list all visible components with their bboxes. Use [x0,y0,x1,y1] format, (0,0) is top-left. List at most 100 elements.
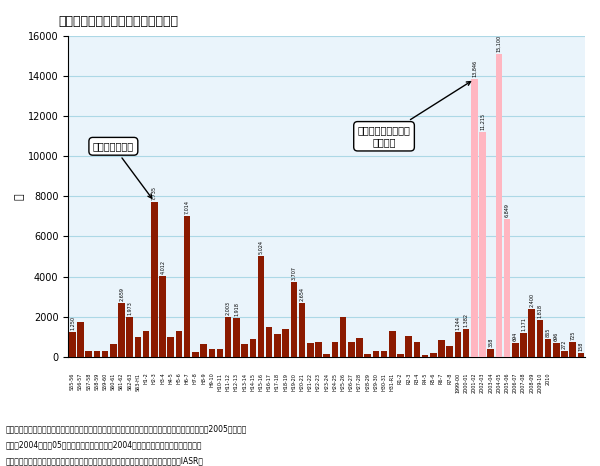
Text: H31-R1: H31-R1 [390,373,395,391]
Text: S55-56: S55-56 [70,373,75,390]
Text: 2003-04: 2003-04 [488,373,493,393]
Text: S61-62: S61-62 [119,373,124,390]
Bar [233,318,239,356]
Text: 2,400: 2,400 [529,293,534,307]
Bar [413,342,420,356]
Text: H17-18: H17-18 [275,373,280,391]
Text: R6-7: R6-7 [439,373,444,384]
Text: （注）死因別死亡者数は暦年、超過死亡はシーズン年度と時期がずれている（超過死亡については2005年には、: （注）死因別死亡者数は暦年、超過死亡はシーズン年度と時期がずれている（超過死亡に… [6,424,247,433]
Text: 死因別死亡者数: 死因別死亡者数 [93,141,152,198]
Bar [406,336,412,356]
Bar [496,338,502,356]
Text: R5-6: R5-6 [431,373,436,384]
Text: 2002-03: 2002-03 [480,373,485,393]
Text: 2005-06: 2005-06 [505,373,509,393]
Text: 3,707: 3,707 [292,267,296,281]
Bar [315,343,322,356]
Bar [332,342,338,356]
Bar [340,317,346,356]
Bar [192,352,199,356]
Text: 2004年から05年にかけての冬場を示す2004年シーズンを表示）。最新年概数: 2004年から05年にかけての冬場を示す2004年シーズンを表示）。最新年概数 [6,440,203,449]
Text: H26-27: H26-27 [349,373,354,391]
Bar [143,331,149,356]
Text: 1,973: 1,973 [127,301,132,315]
Bar [102,350,109,356]
Bar [348,342,355,356]
Text: S56-57: S56-57 [78,373,83,390]
Bar [430,353,437,356]
Text: H21-22: H21-22 [308,373,313,391]
Text: H7-8: H7-8 [193,373,198,384]
Bar [463,329,469,356]
Text: 575: 575 [472,334,477,343]
Text: H1-2: H1-2 [143,373,149,384]
Text: 2000-01: 2000-01 [464,373,469,393]
Bar [110,343,116,356]
Bar [479,132,486,356]
Bar [455,332,461,356]
Bar [487,350,494,356]
Text: 1,244: 1,244 [455,315,460,330]
Text: S62-63: S62-63 [127,373,132,390]
Text: S63-H1: S63-H1 [136,373,140,391]
Text: H3-4: H3-4 [160,373,165,384]
Bar [176,331,182,356]
Bar [94,350,100,356]
Text: 2004-05: 2004-05 [496,373,502,393]
Text: H12-13: H12-13 [234,373,239,391]
Text: 2001-02: 2001-02 [472,373,477,393]
Text: 1,818: 1,818 [538,304,542,318]
Bar [217,350,223,356]
Text: R4-5: R4-5 [422,373,428,384]
Text: R7-8: R7-8 [447,373,452,384]
Bar [134,336,141,356]
Text: （資料）厚生労働省「人口動態統計」、国立感染症研究所感染症情報センター月報（IASR）: （資料）厚生労働省「人口動態統計」、国立感染症研究所感染症情報センター月報（IA… [6,457,204,466]
Bar [569,342,576,356]
Bar [397,354,404,356]
Bar [200,344,207,356]
Text: 694: 694 [513,331,518,341]
Text: R3-4: R3-4 [415,373,419,384]
Text: 1,171: 1,171 [521,317,526,331]
Bar [504,219,511,356]
Text: H19-20: H19-20 [292,373,296,391]
Text: 5,024: 5,024 [259,240,263,254]
Bar [471,345,478,356]
Bar [373,351,379,356]
Text: 超過死亡概念による
死亡者数: 超過死亡概念による 死亡者数 [358,82,470,147]
Text: 11,215: 11,215 [480,113,485,130]
Bar [258,256,264,356]
Text: H20-21: H20-21 [299,373,305,391]
Text: 2008-09: 2008-09 [529,373,534,393]
Bar [561,351,568,356]
Text: 725: 725 [570,331,575,340]
Text: H9-10: H9-10 [209,373,214,387]
Bar [77,322,84,356]
Text: H25-26: H25-26 [341,373,346,391]
Text: 7,735: 7,735 [152,185,157,199]
Text: インフルエンザによる死亡数の推移: インフルエンザによる死亡数の推移 [58,15,178,28]
Text: 2,003: 2,003 [226,301,230,315]
Text: H11-12: H11-12 [226,373,230,391]
Text: S59-60: S59-60 [103,373,107,390]
Text: S58-59: S58-59 [94,373,100,390]
Bar [159,276,166,356]
Text: 272: 272 [562,340,567,349]
Text: H10-11: H10-11 [217,373,223,391]
Bar [283,329,289,356]
Bar [520,333,527,356]
Bar [151,202,158,356]
Text: 1999-00: 1999-00 [455,373,460,393]
Text: 865: 865 [545,328,551,337]
Text: H15-16: H15-16 [259,373,263,391]
Text: H28-29: H28-29 [365,373,370,391]
Bar [364,354,371,356]
Text: H4-5: H4-5 [168,373,173,384]
Bar [356,338,363,356]
Y-axis label: 人: 人 [15,193,25,200]
Bar [209,349,215,356]
Text: H23-24: H23-24 [324,373,329,391]
Bar [512,343,518,356]
Bar [389,331,395,356]
Bar [536,320,543,356]
